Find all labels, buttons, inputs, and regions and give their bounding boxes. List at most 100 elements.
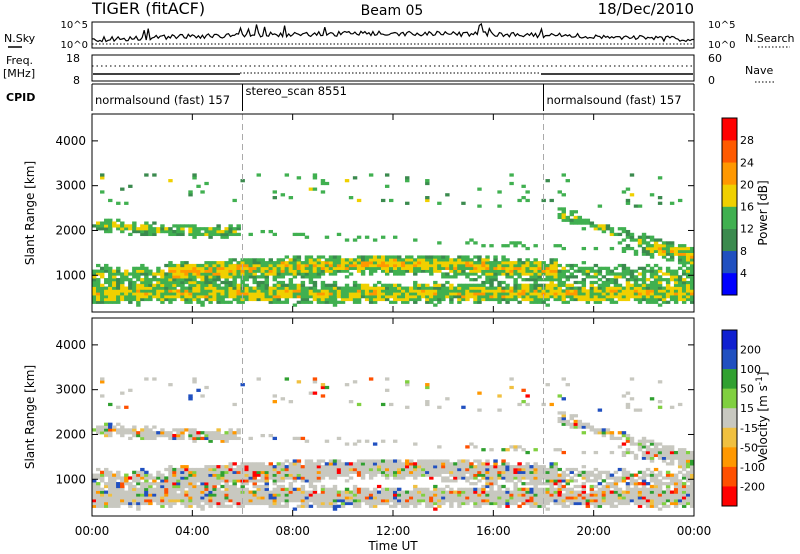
- velocity-cell: [689, 482, 695, 486]
- velocity-cell: [116, 476, 121, 480]
- power-cell: [469, 263, 474, 268]
- velocity-cell: [352, 504, 358, 508]
- velocity-cell: [144, 377, 149, 381]
- velocity-cell: [589, 484, 595, 489]
- power-cell: [284, 255, 290, 259]
- velocity-cell: [509, 377, 514, 381]
- power-cell: [685, 292, 691, 296]
- velocity-cell: [144, 487, 149, 491]
- power-cell: [100, 275, 105, 279]
- power-cell: [252, 289, 257, 293]
- power-cell: [497, 289, 502, 293]
- power-cell: [112, 269, 117, 273]
- power-cell: [284, 283, 290, 287]
- velocity-cell: [208, 499, 213, 503]
- power-cell: [328, 258, 334, 262]
- power-cell: [320, 255, 326, 259]
- power-cell: [216, 295, 221, 299]
- velocity-cell: [645, 453, 651, 457]
- power-cell: [521, 295, 526, 299]
- power-cell: [625, 289, 631, 293]
- power-cell: [228, 295, 233, 299]
- velocity-cell: [605, 496, 611, 500]
- velocity-cell: [164, 484, 169, 489]
- velocity-cell: [264, 482, 269, 486]
- velocity-cell: [557, 499, 562, 503]
- power-cell: [276, 286, 282, 290]
- velocity-cell: [96, 501, 101, 506]
- power-cell: [116, 278, 121, 282]
- power-cell: [308, 266, 314, 270]
- power-cell: [312, 283, 318, 287]
- power-cell: [236, 286, 241, 290]
- power-cell: [665, 289, 671, 293]
- power-cell: [244, 263, 249, 268]
- velocity-cell: [92, 428, 97, 432]
- power-cell: [360, 261, 366, 265]
- velocity-cell: [272, 501, 278, 506]
- velocity-cell: [493, 470, 498, 474]
- velocity-cell: [397, 473, 402, 477]
- velocity-cell: [449, 465, 454, 469]
- velocity-cell: [593, 499, 599, 503]
- power-cell: [605, 292, 611, 296]
- power-cell: [356, 295, 362, 299]
- power-cell: [641, 238, 647, 242]
- velocity-cell: [637, 448, 643, 452]
- velocity-cell: [216, 496, 221, 500]
- power-cell: [260, 266, 265, 270]
- velocity-cell: [589, 490, 595, 494]
- velocity-cell: [372, 499, 378, 503]
- velocity-cell: [429, 470, 434, 474]
- velocity-cell: [256, 470, 261, 474]
- power-cell: [401, 295, 406, 299]
- velocity-cell: [661, 450, 667, 455]
- velocity-cell: [669, 405, 675, 409]
- velocity-cell: [549, 482, 554, 486]
- power-cell: [453, 269, 458, 273]
- power-cell: [553, 244, 558, 248]
- freq-label-line1: Freq.: [6, 54, 33, 67]
- power-cell: [184, 275, 189, 279]
- power-cell: [565, 275, 570, 279]
- power-cell: [332, 295, 338, 299]
- power-cell: [477, 295, 482, 299]
- power-cell: [108, 229, 113, 234]
- power-cell: [156, 266, 161, 270]
- power-cell: [441, 283, 446, 287]
- velocity-cell: [228, 484, 233, 489]
- velocity-cell: [509, 493, 514, 497]
- velocity-cell: [372, 470, 378, 474]
- power-cell: [449, 286, 454, 290]
- power-cell: [148, 227, 153, 231]
- velocity-cell: [649, 487, 655, 491]
- velocity-cell: [360, 462, 366, 466]
- velocity-cell: [164, 490, 169, 494]
- velocity-cell: [589, 425, 595, 429]
- x-tick-label: 12:00: [376, 524, 411, 538]
- power-cell: [264, 275, 269, 279]
- power-cell: [92, 297, 97, 302]
- velocity-cell: [433, 465, 438, 469]
- velocity-cell: [517, 462, 522, 466]
- velocity-cell: [465, 462, 470, 466]
- velocity-cell: [505, 465, 510, 469]
- velocity-cell: [300, 487, 306, 491]
- velocity-cell: [108, 470, 113, 474]
- velocity-cell: [565, 473, 570, 477]
- velocity-cell: [168, 383, 173, 387]
- power-cell: [397, 269, 402, 273]
- power-cell: [336, 289, 342, 293]
- beam-label: Beam 05: [361, 3, 424, 19]
- velocity-cell: [605, 473, 611, 477]
- nsky-panel: [91, 21, 695, 49]
- power-cell: [288, 292, 294, 296]
- power-cell: [176, 280, 181, 285]
- power-cell: [284, 272, 290, 276]
- velocity-cell: [180, 499, 185, 503]
- power-cell: [625, 286, 631, 290]
- velocity-cell: [148, 496, 153, 500]
- velocity-cell: [505, 504, 510, 508]
- velocity-cell: [669, 473, 675, 477]
- power-cell: [380, 269, 386, 273]
